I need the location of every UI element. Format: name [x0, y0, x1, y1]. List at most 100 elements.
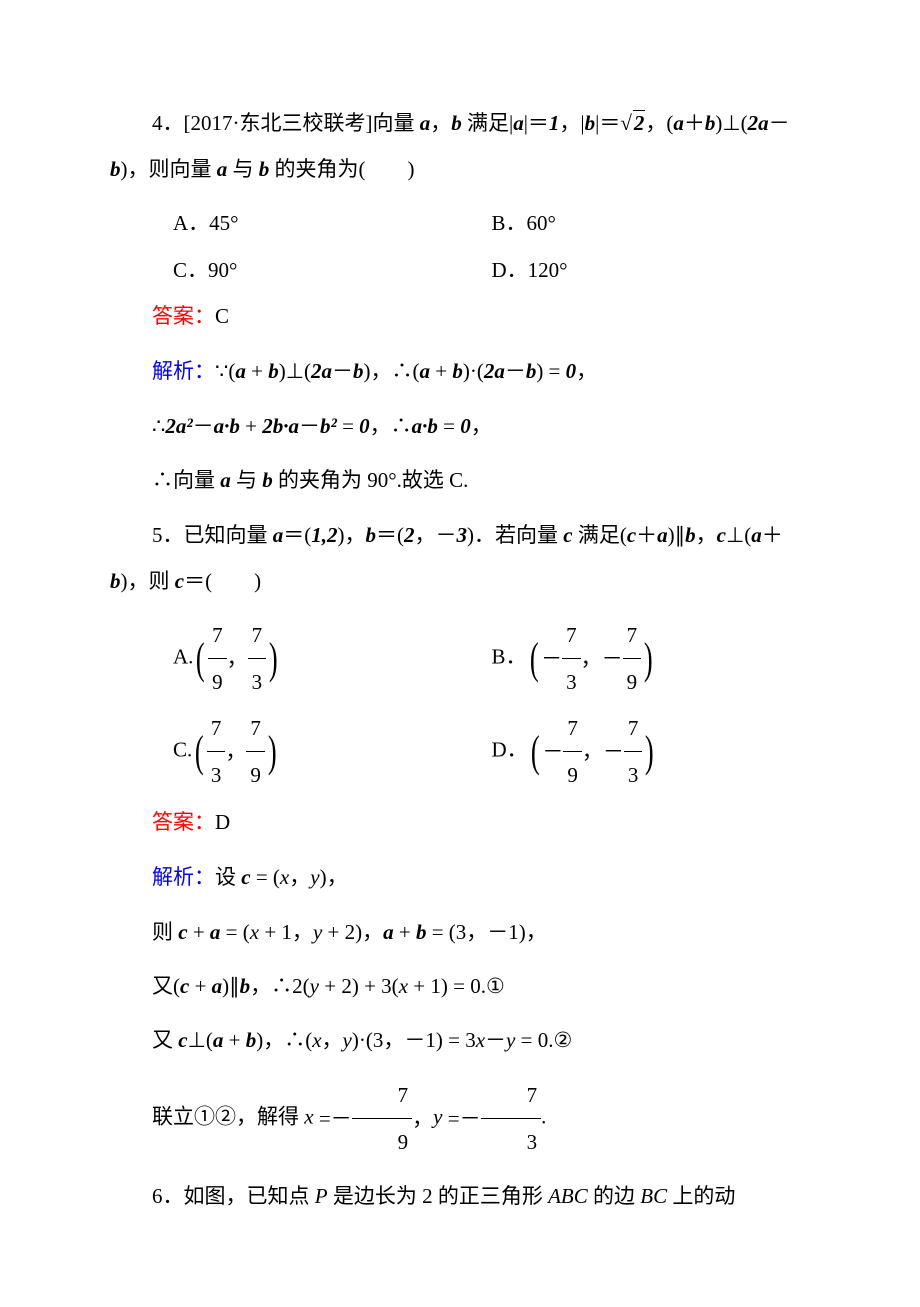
var: P — [315, 1184, 328, 1208]
text: 6．如图，已知点 — [152, 1184, 315, 1208]
den: 3 — [624, 751, 643, 798]
text: ＋ — [684, 111, 705, 135]
text: 2 — [484, 359, 495, 383]
text: ，( — [645, 111, 673, 135]
comma: ， — [582, 740, 603, 764]
text: = 0.② — [515, 1028, 572, 1052]
opt-label: A. — [173, 644, 193, 668]
q5-jx-2: 则 c + a = (x + 1，y + 2)，a + b = (3，－1)， — [110, 909, 810, 955]
comma: ， — [225, 740, 246, 764]
q4-opt-B: B．60° — [492, 200, 811, 246]
q4-jx-2: ∴2a²－a·b + 2b·a－b² = 0，∴a·b = 0， — [110, 403, 810, 449]
text: + — [430, 359, 452, 383]
q5-jx-5: 联立①②，解得 x =－79，y =－73. — [110, 1072, 810, 1165]
answer-value: D — [215, 810, 230, 834]
text: + — [223, 1028, 245, 1052]
q5-answer: 答案：D — [110, 799, 810, 846]
text: |＝ — [524, 111, 549, 135]
q5-jx-4: 又 c⊥(a + b)，∴(x，y)·(3，－1) = 3x－y = 0.② — [110, 1017, 810, 1063]
text: 4．[2017·东北三校联考]向量 — [152, 111, 420, 135]
answer-label: 答案： — [152, 305, 215, 328]
den: 9 — [246, 751, 265, 798]
den: 3 — [207, 751, 226, 798]
opt-label: C. — [173, 738, 192, 762]
text: + — [188, 920, 210, 944]
answer-value: C — [215, 304, 229, 328]
text: ＝( — [283, 523, 311, 547]
text: ＝( — [376, 523, 404, 547]
text: ， — [322, 1028, 343, 1052]
text: + — [246, 359, 268, 383]
den: 3 — [248, 658, 267, 705]
text: + 2)， — [322, 920, 383, 944]
opt-label: D． — [492, 738, 528, 762]
text: =－ — [443, 1106, 481, 1130]
comma: ， — [581, 646, 602, 670]
text: 的夹角为 90°.故选 C. — [273, 468, 469, 492]
sqrt-value: 2 — [633, 110, 646, 135]
text: + 2) + 3( — [319, 974, 399, 998]
text: － — [485, 1028, 506, 1052]
text: + — [394, 920, 416, 944]
q5-jx-1: 解析：设 c = (x，y)， — [110, 854, 810, 901]
text: )，则 — [121, 569, 175, 593]
text: )∥ — [222, 974, 240, 998]
text: )·(3，－1) = 3 — [352, 1028, 476, 1052]
text: =－ — [314, 1106, 352, 1130]
answer-label: 答案： — [152, 811, 215, 834]
text: ∴ — [152, 414, 165, 438]
text: ＝( ) — [184, 569, 261, 593]
text: ＋ — [762, 523, 783, 547]
text: ， — [430, 111, 451, 135]
num: 7 — [246, 705, 265, 751]
analysis-label: 解析： — [152, 360, 215, 383]
text: )∥ — [668, 523, 686, 547]
num: 7 — [623, 612, 642, 658]
num: 7 — [208, 612, 227, 658]
text: 与 — [231, 468, 263, 492]
neg: － — [602, 646, 623, 670]
q6-stem: 6．如图，已知点 P 是边长为 2 的正三角形 ABC 的边 BC 上的动 — [110, 1173, 810, 1219]
text: = ( — [251, 865, 280, 889]
var: BC — [640, 1184, 667, 1208]
text: )，∴( — [363, 359, 419, 383]
q5-stem: 5．已知向量 a＝(1,2)，b＝(2，－3)．若向量 c 满足(c＋a)∥b，… — [110, 512, 810, 604]
text: 又( — [152, 974, 180, 998]
text: = (3，－1)， — [426, 920, 546, 944]
text: ，∴ — [370, 414, 412, 438]
text: = — [337, 414, 359, 438]
value: 1 — [549, 111, 560, 135]
den: 3 — [562, 658, 581, 705]
text: )·( — [463, 359, 484, 383]
den: 9 — [623, 658, 642, 705]
text: 的夹角为( ) — [269, 157, 414, 181]
q4-answer: 答案：C — [110, 293, 810, 340]
text: ，| — [559, 111, 584, 135]
text: － — [332, 359, 353, 383]
q5-jx-3: 又(c + a)∥b，∴2(y + 2) + 3(x + 1) = 0.① — [110, 963, 810, 1009]
text: 与 — [227, 157, 259, 181]
text: 上的动 — [667, 1184, 735, 1208]
text: 0 — [359, 414, 370, 438]
text: 5．已知向量 — [152, 523, 273, 547]
text: )⊥( — [715, 111, 747, 135]
text: － — [299, 414, 320, 438]
text: 满足( — [573, 523, 627, 547]
den: 9 — [352, 1118, 413, 1165]
text: 则 — [152, 920, 178, 944]
q4-opt-D: D．120° — [492, 247, 811, 293]
page: 4．[2017·东北三校联考]向量 a，b 满足|a|＝1，|b|＝√2，(a＋… — [0, 0, 920, 1307]
text: = ( — [220, 920, 249, 944]
text: )，∴( — [256, 1028, 312, 1052]
q5-opt-A: A.(79，73) — [173, 612, 492, 705]
comma: ， — [227, 646, 248, 670]
q4-jx-3: ∴向量 a 与 b 的夹角为 90°.故选 C. — [110, 457, 810, 503]
q4-options-2: C．90° D．120° — [173, 247, 810, 293]
q5-opt-B: B．(－73，－79) — [492, 612, 811, 705]
text: |＝ — [595, 111, 620, 135]
text: ， — [289, 865, 310, 889]
text: ， — [412, 1106, 433, 1130]
num: 7 — [624, 705, 643, 751]
num: 7 — [481, 1072, 542, 1118]
num: 7 — [352, 1072, 413, 1118]
